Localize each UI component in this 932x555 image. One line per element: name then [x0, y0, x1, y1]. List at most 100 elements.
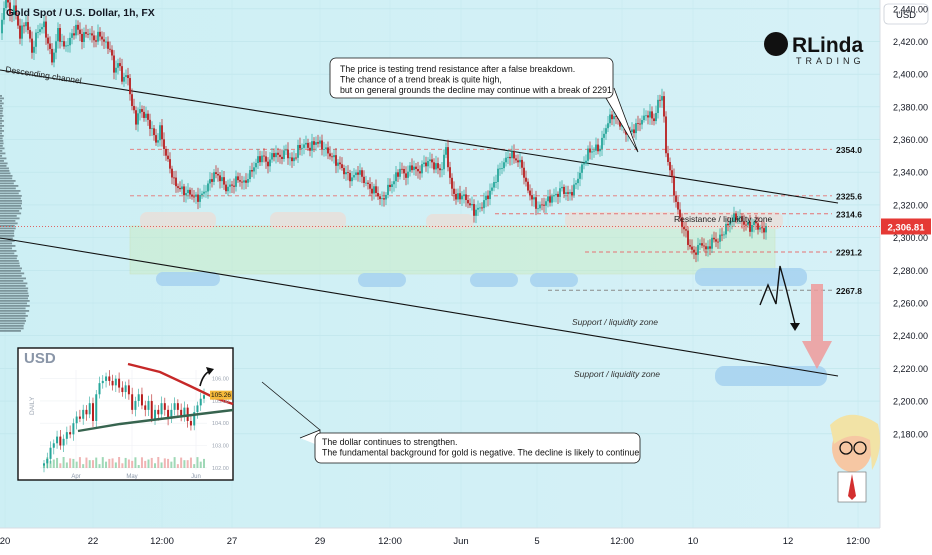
- candle-body: [365, 182, 367, 184]
- candle-body: [731, 221, 733, 223]
- horizontal-levels: 2354.0 2325.6 2314.6 2291.2 2267.8: [130, 145, 862, 296]
- candle-body: [51, 48, 53, 63]
- candle-body: [3, 8, 5, 20]
- candle-body: [213, 172, 215, 182]
- candle-body: [171, 168, 173, 178]
- candle-body: [665, 116, 667, 154]
- inset-volume-bar: [59, 463, 62, 468]
- volume-profile-bar: [0, 107, 4, 110]
- volume-profile-bar: [0, 302, 28, 305]
- inset-candle-body: [127, 385, 130, 395]
- candle-body: [215, 172, 217, 175]
- candle-body: [309, 147, 311, 151]
- inset-candle-body: [46, 458, 49, 464]
- candle-body: [495, 181, 497, 183]
- candle-body: [427, 161, 429, 167]
- volume-profile-bar: [0, 322, 25, 325]
- time-axis[interactable]: 20 22 12:00 27 29 12:00 Jun 5 12:00 10 12 12:00: [0, 536, 870, 547]
- candle-body: [255, 163, 257, 168]
- inset-current-price-tag: [210, 390, 232, 400]
- candle-body: [81, 33, 83, 42]
- candle-body: [753, 221, 755, 226]
- time-tick-label: 12:00: [610, 536, 634, 547]
- volume-profile-bar: [0, 310, 30, 312]
- inset-candle-body: [114, 378, 117, 386]
- candle-body: [373, 186, 375, 194]
- candle-body: [283, 150, 285, 160]
- candle-body: [393, 181, 395, 185]
- candle-body: [131, 94, 133, 106]
- candle-body: [713, 237, 715, 240]
- inset-volume-bar: [193, 464, 196, 468]
- candle-body: [661, 96, 663, 101]
- volume-profile-bar: [0, 170, 10, 172]
- inset-title: USD: [24, 350, 56, 367]
- volume-profile-bar: [0, 270, 21, 272]
- inset-candles: [43, 370, 205, 473]
- inset-moving-average: [77, 408, 234, 433]
- candle-body: [419, 171, 421, 174]
- inset-candle-body: [108, 376, 111, 381]
- candle-body: [239, 180, 241, 182]
- candle-body: [479, 207, 481, 209]
- volume-profile-bar: [0, 100, 2, 102]
- inset-candle-body: [69, 432, 72, 435]
- candle-body: [193, 196, 195, 198]
- candle-body: [589, 148, 591, 153]
- volume-profile-bar: [0, 115, 4, 117]
- inset-candle-body: [65, 432, 68, 439]
- currency-button[interactable]: [883, 3, 929, 25]
- candle-body: [101, 36, 103, 40]
- inset-time-axis: Apr May Jun: [71, 474, 201, 480]
- inset-candle-body: [75, 416, 78, 424]
- inset-candle-body: [118, 378, 121, 388]
- volume-profile-bar: [0, 147, 5, 150]
- price-axis[interactable]: 2,180.00 2,200.00 2,220.00 2,240.00 2,260.00…: [881, 0, 931, 439]
- candle-body: [611, 114, 613, 120]
- candle-body: [221, 177, 223, 182]
- volume-profile-bar: [0, 175, 13, 177]
- inset-volume-bar: [118, 457, 121, 468]
- candle-body: [497, 168, 499, 182]
- channel-upper-line[interactable]: [0, 69, 839, 204]
- inset-volume-bar: [62, 457, 65, 468]
- channel-lower-line[interactable]: [0, 237, 839, 377]
- candle-body: [183, 186, 185, 196]
- volume-profile-bar: [0, 180, 16, 182]
- volume-profile-bar: [0, 225, 15, 227]
- candle-body: [455, 193, 457, 200]
- volume-profile-bar: [0, 235, 15, 237]
- volume-profile-bar: [0, 250, 17, 252]
- candle-body: [405, 173, 407, 178]
- candle-body: [293, 157, 295, 162]
- candle-body: [179, 187, 181, 190]
- candle-body: [299, 145, 301, 149]
- candle-body: [491, 187, 493, 191]
- candle-body: [541, 204, 543, 206]
- candle-body: [317, 142, 319, 144]
- candle-body: [761, 227, 763, 229]
- price-tick-label: 2,420.00: [893, 37, 928, 47]
- candle-body: [301, 147, 303, 149]
- candle-body: [27, 22, 29, 31]
- candle-body: [755, 221, 757, 224]
- candle-body: [675, 195, 677, 202]
- symbol-title[interactable]: Gold Spot / U.S. Dollar, 1h, FX: [6, 7, 155, 19]
- volume-profile-bar: [0, 152, 6, 155]
- candle-body: [77, 24, 79, 30]
- candle-body: [691, 246, 693, 250]
- candle-body: [115, 67, 117, 73]
- candle-body: [181, 186, 183, 190]
- candle-body: [565, 192, 567, 194]
- volume-profile-bar: [0, 157, 7, 160]
- candle-body: [703, 245, 705, 247]
- inset-candle-body: [147, 400, 150, 410]
- inset-volume-bar: [65, 462, 68, 468]
- level-label: 2354.0: [836, 145, 862, 155]
- candle-body: [447, 147, 449, 168]
- candle-body: [439, 168, 441, 171]
- candle-body: [67, 45, 69, 47]
- candle-body: [303, 144, 305, 148]
- candle-body: [525, 177, 527, 182]
